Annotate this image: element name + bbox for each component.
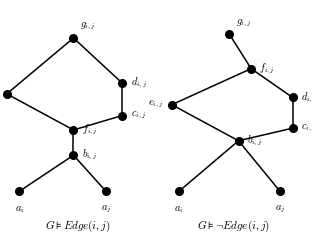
Text: $a_i$: $a_i$ <box>15 204 24 214</box>
Text: $e_{i,j}$: $e_{i,j}$ <box>148 99 163 110</box>
Text: $a_i$: $a_i$ <box>174 204 184 214</box>
Text: $d_{i,j}$: $d_{i,j}$ <box>130 76 147 90</box>
Text: $a_j$: $a_j$ <box>101 204 111 215</box>
Text: $f_{i,j}$: $f_{i,j}$ <box>260 61 275 76</box>
Text: $c_{i,j}$: $c_{i,j}$ <box>130 110 146 121</box>
Text: $a_j$: $a_j$ <box>275 204 285 215</box>
Text: $G \models \neg Edge(i,j)$: $G \models \neg Edge(i,j)$ <box>197 219 271 234</box>
Text: $g_{i,j}$: $g_{i,j}$ <box>80 21 96 32</box>
Text: $f_{i,j}$: $f_{i,j}$ <box>82 123 98 137</box>
Text: $b_{i,j}$: $b_{i,j}$ <box>82 148 97 162</box>
Text: $d_{i,j}$: $d_{i,j}$ <box>301 90 312 105</box>
Text: $c_{i,j}$: $c_{i,j}$ <box>301 122 312 134</box>
Text: $G \models Edge(i,j)$: $G \models Edge(i,j)$ <box>45 219 111 234</box>
Text: $b_{i,j}$: $b_{i,j}$ <box>247 134 262 148</box>
Text: $g_{i,j}$: $g_{i,j}$ <box>236 18 252 29</box>
